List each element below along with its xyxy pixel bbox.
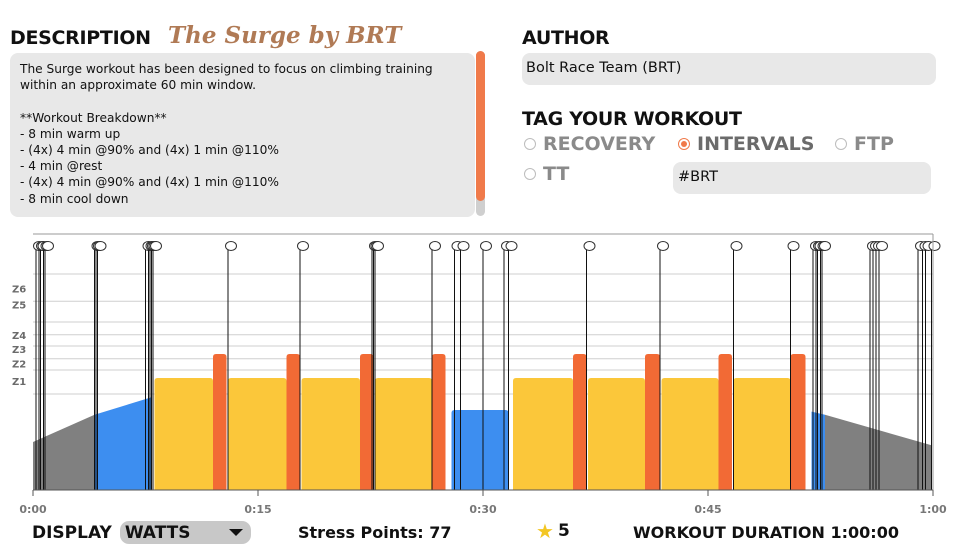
radio-selected-icon [678,138,690,150]
text-event-marker[interactable] [372,241,384,491]
text-event-marker[interactable] [429,241,441,491]
zone-label: Z6 [12,284,26,295]
tag-workout-label: TAG YOUR WORKOUT [522,108,742,130]
workout-block[interactable] [661,378,719,490]
text-event-marker[interactable] [480,241,492,491]
zone-labels: Z1 Z2 Z3 Z4 Z5 Z6 [12,284,26,388]
workout-block[interactable] [573,354,587,490]
workout-rating[interactable]: ★ 5 [536,521,570,541]
text-event-marker[interactable] [297,241,309,491]
workout-block[interactable] [513,378,573,490]
workout-block[interactable] [375,378,432,490]
x-tick-label: 0:15 [244,503,271,516]
x-tick-label: 1:00 [919,503,947,516]
display-unit-select[interactable]: WATTS [119,521,251,544]
display-label: DISPLAY [32,522,112,543]
workout-block[interactable] [360,354,374,490]
stress-points: Stress Points: 77 [298,523,452,542]
zone-label: Z1 [12,377,26,388]
radio-icon [835,138,847,150]
tag-tt-radio[interactable]: TT [524,163,569,185]
workout-block[interactable] [645,354,660,490]
star-icon: ★ [536,519,554,543]
tag-ftp-label: FTP [854,133,894,155]
author-label: AUTHOR [522,27,610,49]
workout-ramp[interactable] [825,414,932,490]
description-scrollbar-thumb[interactable] [476,51,485,201]
zone-label: Z4 [12,331,26,342]
text-event-marker[interactable] [42,241,54,491]
author-field[interactable]: Bolt Race Team (BRT) [522,53,936,85]
workout-title: The Surge by BRT [168,22,402,49]
tag-recovery-radio[interactable]: RECOVERY [524,133,655,155]
text-event-marker[interactable] [730,241,743,491]
display-unit-value: WATTS [124,522,191,543]
workout-block[interactable] [718,354,733,490]
workout-block[interactable] [451,410,509,490]
workout-block[interactable] [154,378,214,490]
description-scrollbar[interactable] [476,51,485,216]
workout-chart[interactable]: Z1 Z2 Z3 Z4 Z5 Z6 0:00 0:15 0:30 0:45 1:00 [0,228,960,518]
zone-label: Z3 [12,345,26,356]
text-event-marker[interactable] [225,241,237,491]
text-event-marker[interactable] [457,241,470,491]
text-event-marker[interactable] [583,241,596,491]
rating-value: 5 [557,521,570,541]
text-events [33,241,941,491]
workout-block[interactable] [790,354,806,490]
workout-block[interactable] [213,354,227,490]
x-tick-label: 0:00 [19,503,47,516]
text-event-marker[interactable] [928,241,941,491]
text-event-marker[interactable] [876,241,888,491]
workout-ramp[interactable] [811,411,826,490]
tag-intervals-radio[interactable]: INTERVALS [678,133,814,155]
workout-block[interactable] [286,354,301,490]
text-event-marker[interactable] [94,241,107,491]
workout-block[interactable] [432,354,446,490]
tag-ftp-radio[interactable]: FTP [835,133,894,155]
hashtag-field[interactable]: #BRT [673,162,931,194]
workout-duration: WORKOUT DURATION 1:00:00 [633,523,899,542]
radio-icon [524,138,536,150]
text-event-marker[interactable] [505,241,518,491]
description-label: DESCRIPTION [10,27,151,49]
workout-block[interactable] [301,378,361,490]
workout-segments [33,354,932,490]
text-event-marker[interactable] [657,241,669,491]
text-event-marker[interactable] [787,241,800,491]
x-tick-label: 0:45 [694,503,721,516]
zone-label: Z5 [12,300,26,311]
chevron-down-icon [228,529,243,536]
radio-icon [524,168,536,180]
tag-recovery-label: RECOVERY [543,133,656,155]
workout-ramp[interactable] [33,414,95,490]
tag-intervals-label: INTERVALS [697,133,815,155]
workout-block[interactable] [228,378,287,490]
tag-tt-label: TT [543,163,570,185]
workout-block[interactable] [588,378,645,490]
x-tick-label: 0:30 [469,503,497,516]
workout-ramp[interactable] [94,397,152,490]
zone-label: Z2 [12,360,26,371]
display-control: DISPLAY WATTS [32,521,251,544]
text-event-marker[interactable] [819,241,831,491]
text-event-marker[interactable] [150,241,162,491]
description-textarea[interactable]: The Surge workout has been designed to f… [10,53,475,217]
workout-block[interactable] [733,378,791,490]
time-axis: 0:00 0:15 0:30 0:45 1:00 [19,233,947,516]
